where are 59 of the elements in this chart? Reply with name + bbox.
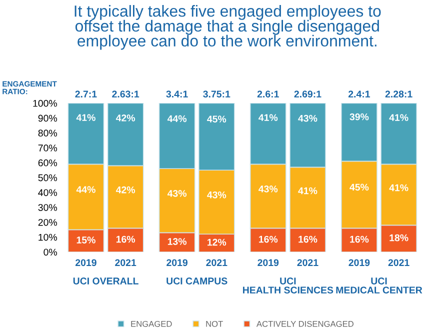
data-label: 41% xyxy=(258,114,278,121)
x-tick-label: 2021 xyxy=(297,259,318,266)
x-tick-label: 2021 xyxy=(206,259,228,266)
x-tick-label: 2019 xyxy=(348,259,370,266)
legend-label: NOT xyxy=(206,320,223,327)
y-tick-label: 40% xyxy=(38,189,57,196)
x-tick-label: 2019 xyxy=(258,259,279,266)
data-label: 41% xyxy=(389,184,408,192)
y-tick-label: 30% xyxy=(38,204,57,211)
data-label: 16% xyxy=(298,236,318,243)
text: 2.28:1 xyxy=(385,90,412,98)
data-label: 45% xyxy=(350,184,369,191)
text: 2.63:1 xyxy=(112,90,140,98)
legend-label: ENGAGED xyxy=(131,320,172,327)
data-label: 45% xyxy=(207,116,226,123)
data-label: 42% xyxy=(116,186,136,194)
data-label: 44% xyxy=(76,186,96,193)
y-tick-label: 20% xyxy=(38,218,57,226)
text: 2.69:1 xyxy=(294,90,322,98)
x-tick-label: 2019 xyxy=(75,259,96,266)
data-label: 39% xyxy=(350,113,369,120)
data-label: 44% xyxy=(167,115,187,122)
data-label: 15% xyxy=(76,236,96,244)
text: UCI MEDICAL CENTER xyxy=(336,278,422,294)
y-tick-label: 80% xyxy=(38,130,57,137)
y-tick-label: 70% xyxy=(38,144,57,152)
y-tick-label: 10% xyxy=(38,234,57,241)
text: 2.6:1 xyxy=(257,90,279,98)
data-label: 16% xyxy=(350,236,369,243)
data-label: 41% xyxy=(298,187,318,194)
data-label: 43% xyxy=(207,191,226,198)
data-label: 43% xyxy=(258,186,278,192)
text: UCI OVERALL xyxy=(73,278,138,284)
text: 3.75:1 xyxy=(203,90,230,98)
data-label: 43% xyxy=(298,114,318,122)
data-label: 12% xyxy=(208,238,226,246)
x-tick-label: 2021 xyxy=(388,259,410,266)
text: 2.4:1 xyxy=(348,90,370,98)
y-tick-label: 50% xyxy=(38,174,57,182)
data-label: 16% xyxy=(116,236,136,243)
data-label: 43% xyxy=(167,190,187,197)
data-label: 41% xyxy=(76,114,96,121)
data-label: 18% xyxy=(390,234,408,242)
y-tick-label: 60% xyxy=(38,159,57,166)
y-tick-label: 100% xyxy=(33,100,57,107)
chart-title: It typically takes five engaged employees to offset the damage that a single disengaged employee can do to the work environment. xyxy=(74,5,381,50)
legend-label: ACTIVELY DISENGAGED xyxy=(256,320,354,327)
y-tick-label: 0% xyxy=(44,248,57,256)
text: UCI HEALTH SCIENCES xyxy=(243,278,334,294)
data-label: 16% xyxy=(259,236,278,243)
x-tick-label: 2021 xyxy=(115,259,136,266)
data-label: 41% xyxy=(389,114,408,121)
x-tick-label: 2019 xyxy=(166,259,188,266)
data-label: 13% xyxy=(168,238,187,245)
text: 3.4:1 xyxy=(166,90,188,98)
text: 2.7:1 xyxy=(75,90,97,98)
data-label: 42% xyxy=(116,114,136,122)
y-tick-label: 90% xyxy=(38,114,57,122)
text: UCI CAMPUS xyxy=(166,278,228,284)
